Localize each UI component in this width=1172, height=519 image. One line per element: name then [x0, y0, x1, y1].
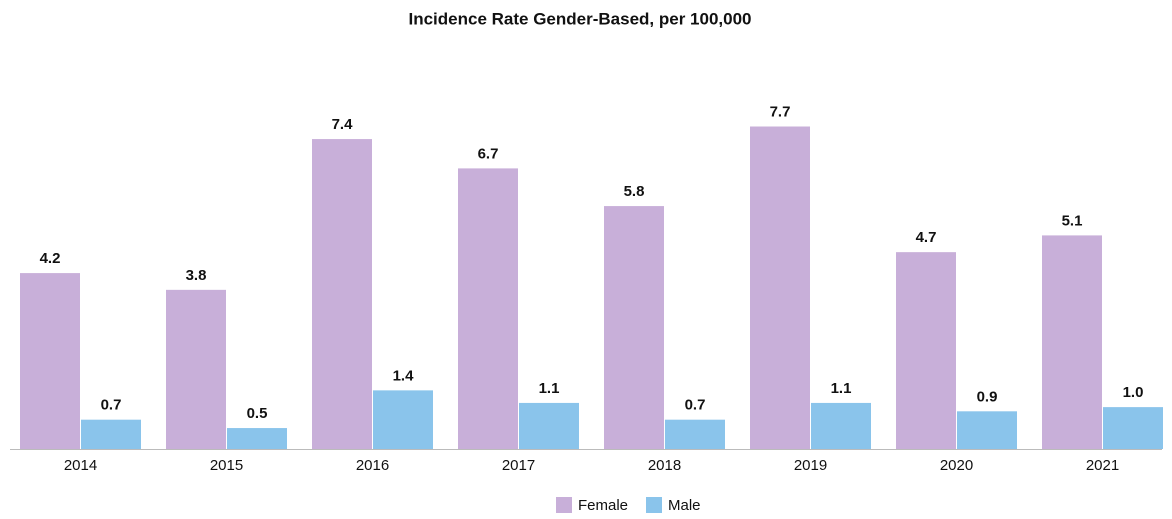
legend-label: Male	[668, 497, 701, 514]
bar	[665, 419, 725, 449]
bar	[312, 139, 372, 449]
bar	[458, 168, 518, 449]
bar	[227, 428, 287, 449]
data-label: 7.4	[332, 116, 354, 133]
data-label: 5.8	[624, 183, 645, 200]
data-label: 1.1	[539, 380, 560, 397]
bar	[519, 402, 579, 449]
data-label: 4.2	[40, 250, 61, 267]
bar	[1042, 235, 1102, 449]
data-label: 0.5	[247, 405, 268, 422]
x-tick-label: 2017	[502, 457, 535, 474]
data-label: 0.7	[101, 397, 122, 414]
data-label: 4.7	[916, 229, 937, 246]
bar	[957, 411, 1017, 449]
legend-label: Female	[578, 497, 628, 514]
data-label: 6.7	[478, 145, 499, 162]
bar	[1103, 407, 1163, 449]
x-tick-label: 2021	[1086, 457, 1119, 474]
legend-swatch	[646, 497, 662, 513]
data-label: 5.1	[1062, 212, 1083, 229]
x-tick-label: 2019	[794, 457, 827, 474]
chart-title: Incidence Rate Gender-Based, per 100,000	[409, 9, 752, 28]
x-tick-label: 2015	[210, 457, 243, 474]
x-tick-label: 2014	[64, 457, 97, 474]
data-label: 1.4	[393, 367, 415, 384]
data-label: 1.0	[1123, 384, 1144, 401]
data-label: 3.8	[186, 267, 207, 284]
bar	[750, 126, 810, 449]
bar	[373, 390, 433, 449]
bar	[811, 402, 871, 449]
data-label: 7.7	[770, 103, 791, 120]
x-tick-label: 2020	[940, 457, 973, 474]
data-label: 0.7	[685, 397, 706, 414]
x-tick-label: 2018	[648, 457, 681, 474]
bar	[81, 419, 141, 449]
data-label: 1.1	[831, 380, 852, 397]
bar	[20, 273, 80, 449]
data-label: 0.9	[977, 388, 998, 405]
bar	[896, 252, 956, 449]
bar	[166, 289, 226, 449]
legend-swatch	[556, 497, 572, 513]
bar	[604, 206, 664, 449]
x-tick-label: 2016	[356, 457, 389, 474]
